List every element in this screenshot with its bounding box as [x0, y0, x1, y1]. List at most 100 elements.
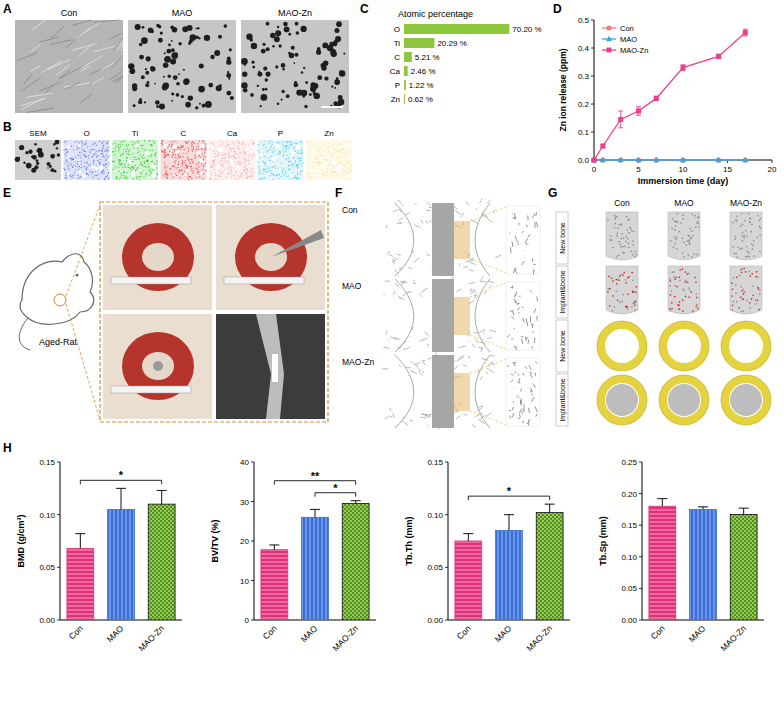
- dot: [153, 170, 154, 171]
- dot: [151, 156, 152, 157]
- dot: [108, 173, 109, 174]
- pore: [163, 76, 165, 78]
- dot: [114, 148, 115, 149]
- dot: [337, 150, 338, 151]
- dot: [263, 161, 264, 162]
- dot: [248, 163, 249, 164]
- dot: [121, 164, 122, 165]
- dot: [235, 153, 236, 154]
- dot: [214, 159, 215, 160]
- dot: [210, 177, 211, 178]
- dot: [298, 158, 299, 159]
- dot: [121, 173, 122, 174]
- dot: [179, 170, 180, 171]
- texture: [30, 66, 40, 71]
- pore: [204, 35, 210, 41]
- dot: [184, 162, 185, 163]
- pore: [293, 83, 298, 88]
- y-tick: [591, 76, 594, 77]
- dot: [170, 169, 171, 170]
- dot: [290, 153, 291, 154]
- dot: [96, 155, 97, 156]
- connector: [66, 304, 100, 420]
- photo-bone: [142, 352, 174, 380]
- dot: [106, 167, 107, 168]
- dot: [260, 157, 261, 158]
- dot: [86, 156, 87, 157]
- dot: [246, 168, 247, 169]
- trabecula: [408, 267, 412, 269]
- dot: [308, 163, 309, 164]
- dot: [182, 174, 183, 175]
- dot: [215, 153, 216, 154]
- y-tick-label: 0.1: [578, 128, 590, 137]
- dot: [273, 167, 274, 168]
- dot: [106, 176, 107, 177]
- dot: [264, 163, 265, 164]
- dot: [286, 147, 287, 148]
- dot: [229, 153, 230, 154]
- dot: [179, 147, 180, 148]
- dot: [218, 174, 219, 175]
- dot: [78, 169, 79, 170]
- dot: [328, 152, 329, 153]
- pore: [82, 174, 86, 178]
- dot: [71, 159, 72, 160]
- dot: [77, 149, 78, 150]
- pore: [168, 43, 171, 46]
- pore: [218, 35, 222, 39]
- dot: [337, 177, 338, 178]
- dot: [215, 156, 216, 157]
- inset: [506, 282, 540, 350]
- dot: [124, 166, 125, 167]
- pore: [229, 159, 233, 163]
- dot: [314, 156, 315, 157]
- dot: [286, 148, 287, 149]
- series-line: [594, 159, 745, 160]
- dot: [329, 164, 330, 165]
- sem-image: [241, 20, 349, 113]
- dot: [307, 149, 308, 150]
- dot: [246, 177, 247, 178]
- dot: [67, 151, 68, 152]
- dot: [66, 175, 67, 176]
- dot: [138, 176, 139, 177]
- inset-texture: [528, 234, 530, 237]
- dot: [157, 174, 158, 175]
- bar: [404, 38, 434, 48]
- dot: [215, 179, 216, 180]
- trabecula: [393, 291, 395, 295]
- dot: [221, 158, 222, 159]
- pore: [309, 157, 311, 159]
- dot: [98, 155, 99, 156]
- dot: [82, 142, 83, 143]
- dot: [333, 144, 334, 145]
- dot: [346, 173, 347, 174]
- dot: [192, 150, 193, 151]
- dot: [167, 166, 168, 167]
- series-line: [594, 33, 745, 160]
- dot: [149, 166, 150, 167]
- dot: [165, 165, 166, 166]
- y-tick-label: 0.2: [578, 100, 590, 109]
- pore: [68, 171, 70, 173]
- dot: [317, 164, 318, 165]
- inset-texture: [522, 250, 523, 252]
- dot: [150, 144, 151, 145]
- dot: [224, 158, 225, 159]
- connector: [470, 283, 506, 297]
- dot: [236, 173, 237, 174]
- dot: [297, 167, 298, 168]
- texture: [60, 69, 71, 78]
- pore: [145, 151, 149, 155]
- dot: [126, 176, 127, 177]
- dot: [81, 141, 82, 142]
- y-tick-label: 0.3: [578, 72, 590, 81]
- dot: [333, 152, 334, 153]
- bar: [404, 66, 408, 76]
- dot: [342, 148, 343, 149]
- dot: [161, 150, 162, 151]
- texture: [108, 33, 123, 39]
- texture: [78, 44, 92, 57]
- dot: [125, 164, 126, 165]
